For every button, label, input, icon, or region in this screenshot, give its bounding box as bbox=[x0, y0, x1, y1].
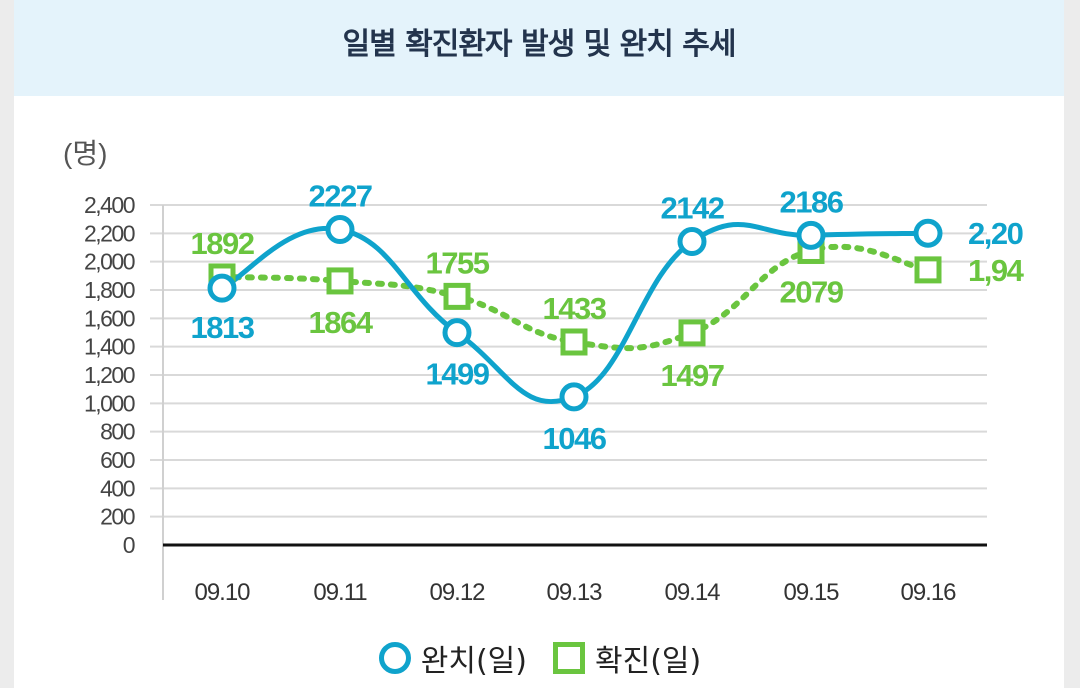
y-tick-label: 0 bbox=[123, 532, 135, 558]
data-label-recovered: 2142 bbox=[661, 191, 724, 226]
data-point-confirmed bbox=[914, 256, 942, 284]
legend-item-confirmed: 확진(일) bbox=[553, 636, 701, 680]
data-point-recovered bbox=[796, 220, 826, 250]
data-label-confirmed: 2079 bbox=[780, 274, 844, 309]
y-tick-label: 1,000 bbox=[84, 390, 135, 416]
legend: 완치(일) 확진(일) bbox=[0, 636, 1080, 680]
data-point-recovered bbox=[325, 215, 355, 245]
legend-label-recovered: 완치(일) bbox=[420, 644, 527, 679]
data-point-recovered bbox=[442, 318, 472, 348]
square-marker-icon bbox=[553, 642, 585, 674]
x-tick-label: 09.10 bbox=[194, 579, 250, 606]
legend-item-recovered: 완치(일) bbox=[378, 636, 527, 680]
data-label-recovered: 1499 bbox=[426, 357, 490, 392]
data-point-confirmed bbox=[560, 328, 588, 356]
y-tick-label: 1,400 bbox=[84, 334, 135, 360]
y-tick-label: 800 bbox=[100, 419, 135, 445]
y-axis-unit-label: (명) bbox=[63, 138, 107, 169]
y-tick-label: 1,600 bbox=[84, 305, 135, 331]
chart-card: 일별 확진환자 발생 및 완치 추세 bbox=[14, 0, 1064, 688]
y-tick-label: 2,000 bbox=[84, 249, 135, 275]
y-tick-label: 1,200 bbox=[84, 362, 135, 388]
y-tick-label: 200 bbox=[100, 504, 135, 530]
data-label-confirmed: 1,94 bbox=[968, 253, 1025, 288]
x-tick-label: 09.12 bbox=[429, 579, 485, 606]
title-bar: 일별 확진환자 발생 및 완치 추세 bbox=[14, 0, 1064, 96]
data-label-confirmed: 1497 bbox=[661, 358, 724, 393]
data-point-recovered bbox=[559, 382, 589, 412]
data-label-confirmed: 1755 bbox=[426, 245, 490, 280]
legend-label-confirmed: 확진(일) bbox=[595, 644, 702, 679]
data-point-confirmed bbox=[326, 267, 354, 295]
data-label-confirmed: 1892 bbox=[191, 226, 254, 261]
y-tick-label: 400 bbox=[100, 475, 135, 501]
x-tick-label: 09.11 bbox=[313, 579, 367, 606]
y-tick-label: 2,200 bbox=[84, 220, 135, 246]
y-tick-label: 1,800 bbox=[84, 277, 135, 303]
data-label-recovered: 1813 bbox=[191, 310, 255, 345]
circle-marker-icon bbox=[378, 642, 411, 674]
data-label-recovered: 2186 bbox=[780, 184, 844, 219]
data-point-confirmed bbox=[678, 319, 706, 347]
x-tick-label: 09.15 bbox=[783, 579, 839, 606]
x-tick-label: 09.14 bbox=[664, 579, 720, 606]
data-label-confirmed: 1433 bbox=[543, 291, 607, 326]
y-tick-label: 2,400 bbox=[84, 192, 135, 218]
data-label-confirmed: 1864 bbox=[309, 305, 374, 340]
x-tick-label: 09.16 bbox=[900, 579, 956, 606]
data-point-recovered bbox=[677, 227, 707, 257]
x-tick-label: 09.13 bbox=[546, 579, 602, 606]
data-point-confirmed bbox=[443, 282, 471, 310]
y-tick-label: 600 bbox=[100, 447, 135, 473]
data-point-recovered bbox=[207, 273, 237, 303]
data-label-recovered: 2227 bbox=[309, 179, 372, 214]
data-label-recovered: 2,20 bbox=[968, 216, 1023, 251]
data-point-recovered bbox=[913, 218, 943, 248]
data-label-recovered: 1046 bbox=[543, 421, 607, 456]
chart-title: 일별 확진환자 발생 및 완치 추세 bbox=[342, 27, 736, 62]
